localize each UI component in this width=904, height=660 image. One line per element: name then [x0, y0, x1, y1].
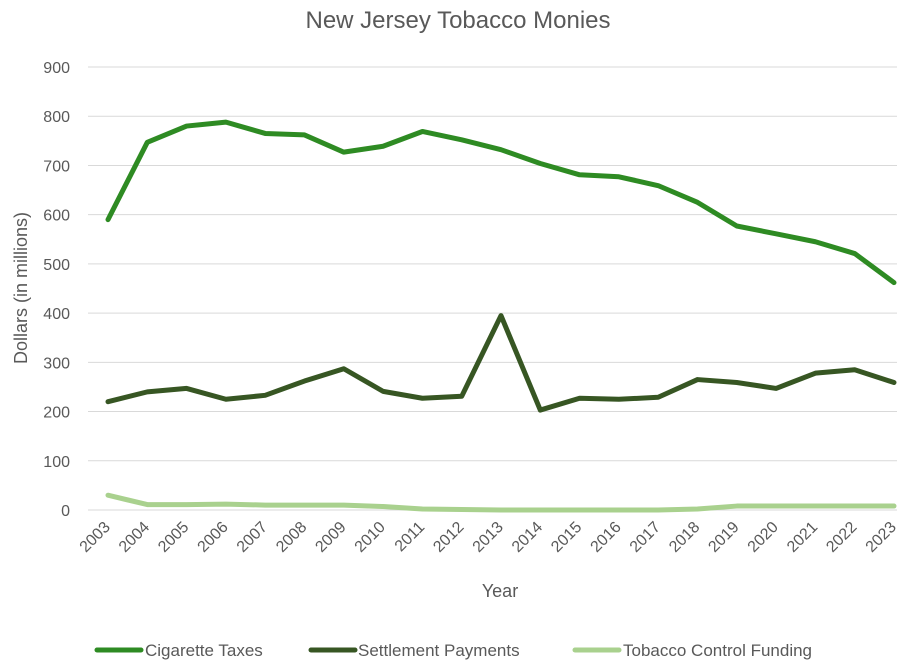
x-tick-label: 2004: [116, 519, 153, 556]
series-line: [105, 492, 897, 513]
x-tick-label: 2015: [548, 519, 585, 556]
x-tick-label: 2019: [705, 519, 742, 556]
chart-title: New Jersey Tobacco Monies: [305, 7, 610, 34]
x-tick-label: 2017: [627, 519, 664, 556]
x-tick-label: 2022: [823, 519, 860, 556]
y-tick-label: 600: [43, 208, 70, 225]
series-line: [105, 119, 897, 286]
y-tick-label: 700: [43, 158, 70, 175]
x-tick-label: 2014: [509, 519, 546, 556]
x-tick-label: 2023: [863, 519, 900, 556]
y-tick-label: 800: [43, 109, 70, 126]
x-tick-label: 2021: [784, 519, 821, 556]
x-tick-label: 2012: [430, 519, 467, 556]
y-tick-label: 200: [43, 405, 70, 422]
y-tick-label: 500: [43, 257, 70, 274]
x-tick-label: 2011: [392, 519, 428, 555]
x-tick-label: 2009: [312, 519, 349, 556]
x-tick-label: 2007: [234, 519, 271, 556]
y-tick-label: 400: [43, 306, 70, 323]
y-axis: 0 100 200 300 400 500 600 700 800 900: [43, 60, 70, 520]
x-tick-label: 2016: [588, 519, 625, 556]
x-axis: 2003 2004 2005 2006 2007 2008 2009 2010 2011 2012…: [77, 519, 900, 556]
series-lines: [105, 119, 897, 513]
x-tick-label: 2006: [195, 519, 232, 556]
x-tick-label: 2003: [77, 519, 114, 556]
legend-label: Cigarette Taxes: [145, 641, 263, 660]
legend-label: Tobacco Control Funding: [623, 641, 812, 660]
x-tick-label: 2008: [273, 519, 310, 556]
x-tick-label: 2013: [470, 519, 507, 556]
y-tick-label: 300: [43, 355, 70, 372]
y-axis-title: Dollars (in millions): [11, 212, 31, 364]
x-tick-label: 2005: [155, 519, 192, 556]
x-axis-title: Year: [482, 581, 518, 601]
gridlines: [88, 66, 897, 511]
legend: Cigarette Taxes Settlement Payments Tobacc…: [94, 641, 812, 660]
y-tick-label: 100: [43, 454, 70, 471]
x-tick-label: 2020: [745, 519, 782, 556]
series-line: [105, 313, 897, 413]
y-tick-label: 900: [43, 60, 70, 77]
legend-label: Settlement Payments: [358, 641, 520, 660]
x-tick-label: 2018: [666, 519, 703, 556]
x-tick-label: 2010: [352, 519, 389, 556]
y-tick-label: 0: [61, 503, 70, 520]
